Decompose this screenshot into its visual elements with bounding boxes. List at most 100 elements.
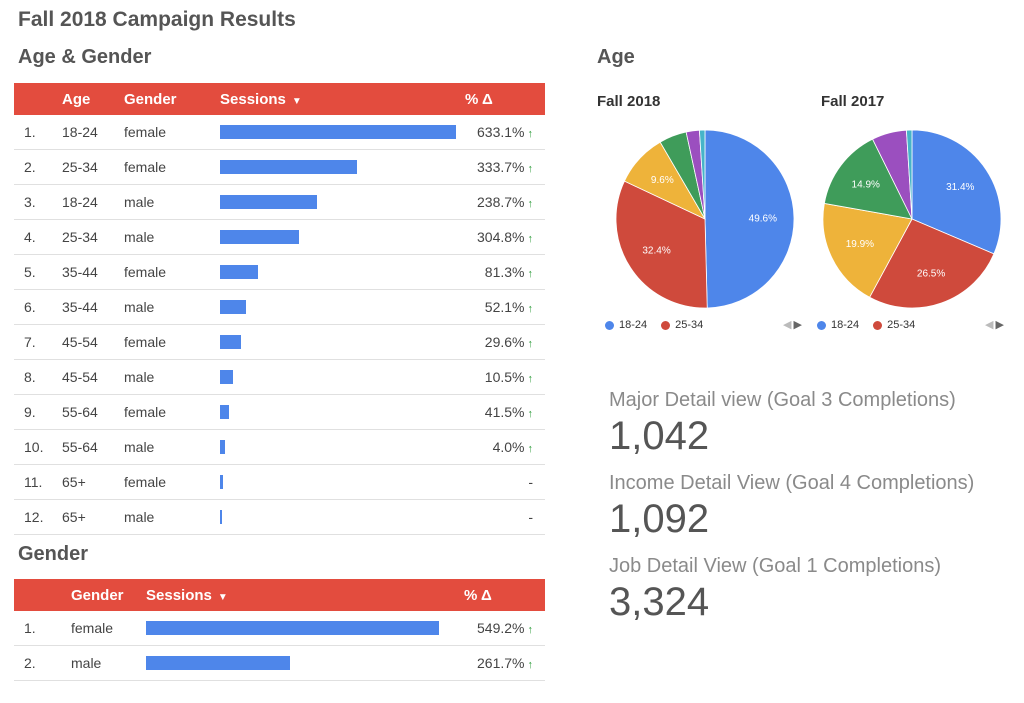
- pie-slice-label: 14.9%: [852, 179, 880, 190]
- row-pct-change: 333.7% ↑: [465, 149, 545, 185]
- row-sessions: [220, 394, 465, 430]
- pct-change-value: 81.3%: [484, 264, 525, 280]
- sessions-bar: [220, 125, 456, 139]
- pie-slice-65+[interactable]: [905, 129, 913, 220]
- header-gender[interactable]: Gender: [71, 579, 146, 611]
- table-row[interactable]: 12. 65+ male -: [14, 499, 545, 535]
- row-index: 2.: [14, 645, 71, 681]
- row-age: 35-44: [62, 254, 124, 290]
- header-sessions[interactable]: Sessions ▼: [146, 579, 464, 611]
- row-age: 55-64: [62, 394, 124, 430]
- pie-slice-25-34[interactable]: [869, 218, 995, 309]
- table-row[interactable]: 7. 45-54 female 29.6% ↑: [14, 324, 545, 360]
- legend-item[interactable]: 18-24: [605, 319, 647, 331]
- table-row[interactable]: 6. 35-44 male 52.1% ↑: [14, 289, 545, 325]
- arrow-up-icon: ↑: [527, 128, 534, 140]
- row-pct-change: 549.2% ↑: [464, 611, 545, 646]
- row-sessions: [220, 324, 465, 360]
- row-gender: male: [124, 429, 220, 465]
- table-row[interactable]: 3. 18-24 male 238.7% ↑: [14, 184, 545, 220]
- row-pct-change: 304.8% ↑: [465, 219, 545, 255]
- header-pct-change[interactable]: % Δ: [465, 83, 545, 115]
- header-sessions[interactable]: Sessions ▼: [220, 83, 465, 115]
- pie-slice-45-54[interactable]: [823, 138, 913, 220]
- kpi-label-major-detail: Major Detail view (Goal 3 Completions): [609, 389, 956, 411]
- legend-item[interactable]: 18-24: [817, 319, 859, 331]
- legend-prev-icon[interactable]: ◀: [985, 319, 994, 331]
- legend-next-icon[interactable]: ▶: [793, 319, 802, 331]
- arrow-up-icon: ↑: [527, 659, 534, 671]
- arrow-up-icon: ↑: [527, 198, 534, 210]
- row-index: 11.: [14, 464, 62, 500]
- header-pct-change[interactable]: % Δ: [464, 579, 545, 611]
- table-row[interactable]: 1. female 549.2% ↑: [14, 611, 545, 646]
- age-gender-title: Age & Gender: [18, 46, 152, 68]
- pie-legend-fall-2017: 18-24 25-34: [817, 319, 929, 331]
- row-gender: male: [124, 359, 220, 395]
- pct-change-value: 549.2%: [477, 620, 525, 636]
- legend-label: 18-24: [831, 319, 860, 331]
- row-gender: female: [124, 464, 220, 500]
- row-gender: female: [124, 394, 220, 430]
- legend-label: 25-34: [887, 319, 916, 331]
- row-index: 9.: [14, 394, 62, 430]
- row-index: 2.: [14, 149, 62, 185]
- table-row[interactable]: 1. 18-24 female 633.1% ↑: [14, 115, 545, 150]
- table-header-row: Gender Sessions ▼ % Δ: [14, 579, 545, 611]
- row-gender: female: [124, 324, 220, 360]
- kpi-value-major-detail: 1,042: [609, 414, 710, 458]
- sort-desc-icon[interactable]: ▼: [217, 591, 228, 603]
- sort-desc-icon[interactable]: ▼: [291, 95, 302, 107]
- legend-swatch: [817, 320, 826, 330]
- pie-slice-label: 26.5%: [917, 269, 945, 280]
- table-row[interactable]: 2. male 261.7% ↑: [14, 645, 545, 681]
- legend-pager-fall-2017: ◀ ▶: [983, 318, 1004, 331]
- pie-slice-65+[interactable]: [698, 129, 706, 220]
- row-sessions: [220, 219, 465, 255]
- legend-prev-icon[interactable]: ◀: [783, 319, 792, 331]
- table-row[interactable]: 11. 65+ female -: [14, 464, 545, 500]
- table-row[interactable]: 5. 35-44 female 81.3% ↑: [14, 254, 545, 290]
- pie-slice-label: 19.9%: [846, 239, 874, 250]
- pie-slice-25-34[interactable]: [615, 180, 708, 309]
- header-age[interactable]: Age: [62, 83, 124, 115]
- arrow-up-icon: ↑: [527, 163, 534, 175]
- row-pct-change: 4.0% ↑: [465, 429, 545, 465]
- row-sessions: [220, 289, 465, 325]
- kpi-label-job-detail: Job Detail View (Goal 1 Completions): [609, 555, 942, 577]
- table-row[interactable]: 8. 45-54 male 10.5% ↑: [14, 359, 545, 395]
- kpi-value-income-detail: 1,092: [609, 497, 710, 541]
- header-gender[interactable]: Gender: [124, 83, 220, 115]
- row-age: 18-24: [62, 115, 124, 150]
- row-pct-change: 29.6% ↑: [465, 324, 545, 360]
- row-index: 3.: [14, 184, 62, 220]
- row-pct-change: -: [465, 499, 545, 535]
- pct-change-value: 304.8%: [477, 229, 525, 245]
- row-gender: female: [71, 611, 146, 646]
- pie-title-fall-2017: Fall 2017: [821, 93, 885, 110]
- pie-slice-18-24[interactable]: [704, 129, 795, 309]
- pct-change-value: 10.5%: [484, 369, 525, 385]
- row-gender: male: [124, 219, 220, 255]
- gender-title: Gender: [18, 543, 89, 565]
- arrow-up-icon: ↑: [527, 233, 534, 245]
- legend-item[interactable]: 25-34: [873, 319, 915, 331]
- table-row[interactable]: 4. 25-34 male 304.8% ↑: [14, 219, 545, 255]
- pie-slice-35-44[interactable]: [822, 202, 913, 298]
- table-row[interactable]: 9. 55-64 female 41.5% ↑: [14, 394, 545, 430]
- legend-item[interactable]: 25-34: [661, 319, 703, 331]
- pct-change-value: 29.6%: [484, 334, 525, 350]
- table-row[interactable]: 2. 25-34 female 333.7% ↑: [14, 149, 545, 185]
- pct-change-value: 633.1%: [477, 124, 525, 140]
- row-sessions: [146, 645, 464, 681]
- table-row[interactable]: 10. 55-64 male 4.0% ↑: [14, 429, 545, 465]
- row-sessions: [146, 611, 464, 646]
- pie-slice-label: 31.4%: [946, 182, 974, 193]
- pie-slice-18-24[interactable]: [911, 129, 1002, 255]
- header-sessions-label: Sessions: [146, 586, 212, 604]
- sessions-bar: [220, 300, 246, 314]
- pct-change-value: -: [528, 474, 533, 490]
- sessions-bar: [220, 195, 317, 209]
- row-gender: female: [124, 115, 220, 150]
- legend-next-icon[interactable]: ▶: [995, 319, 1004, 331]
